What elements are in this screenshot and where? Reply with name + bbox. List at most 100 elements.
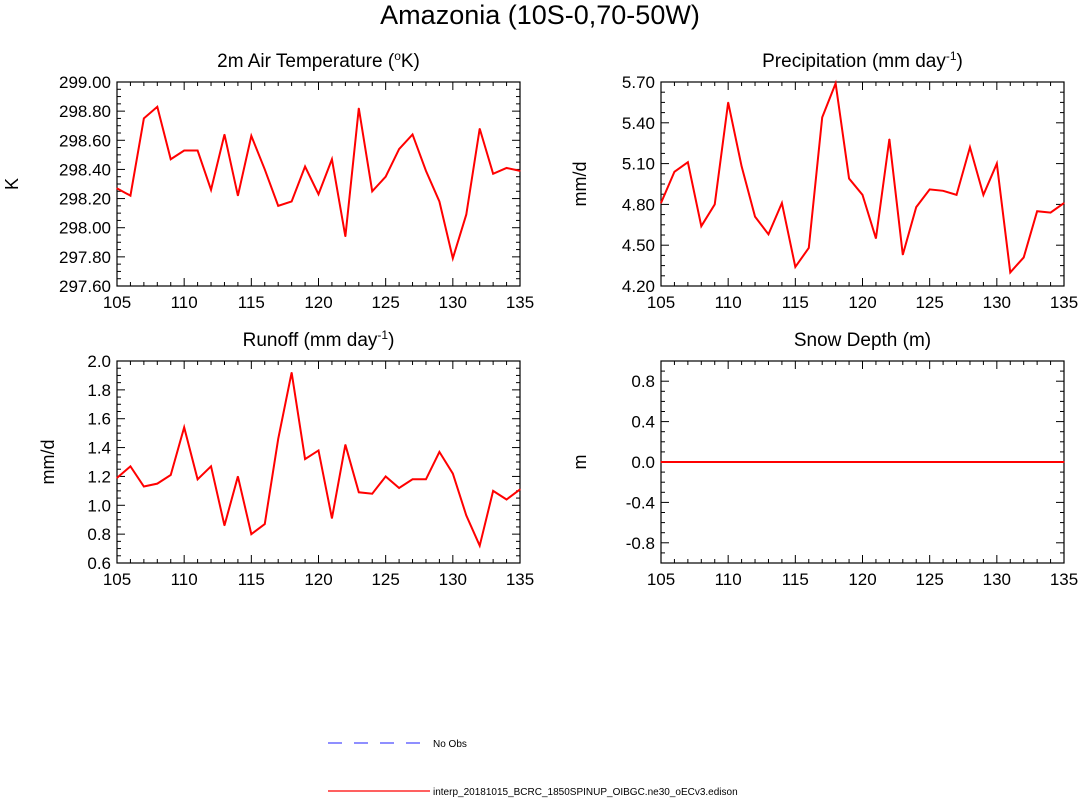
panel-title: 2m Air Temperature (oK) bbox=[217, 49, 420, 72]
data-point bbox=[700, 225, 702, 227]
series-line bbox=[116, 104, 521, 263]
data-point bbox=[714, 461, 716, 463]
data-point bbox=[835, 461, 837, 463]
legend: No Obs interp_20181015_BCRC_1850SPINUP_O… bbox=[328, 739, 738, 798]
data-point bbox=[942, 190, 944, 192]
data-point bbox=[452, 472, 454, 475]
data-point bbox=[411, 478, 414, 480]
data-point bbox=[264, 523, 266, 525]
y-tick-label: 298.60 bbox=[59, 131, 111, 150]
data-point bbox=[969, 146, 971, 148]
data-point bbox=[331, 517, 333, 519]
x-tick-label: 115 bbox=[782, 293, 809, 312]
data-point bbox=[385, 176, 387, 178]
x-tick-label: 125 bbox=[371, 570, 399, 589]
y-tick-label: 5.40 bbox=[622, 114, 655, 133]
data-point bbox=[660, 202, 662, 204]
data-point bbox=[929, 461, 931, 463]
data-point bbox=[727, 461, 729, 463]
data-point bbox=[754, 216, 756, 218]
data-point bbox=[385, 475, 387, 478]
x-tick-label: 115 bbox=[238, 293, 265, 312]
data-point bbox=[700, 461, 702, 463]
data-point bbox=[1009, 461, 1011, 463]
y-tick-label: 298.00 bbox=[59, 219, 111, 238]
plot-frame bbox=[116, 360, 521, 564]
data-point bbox=[673, 461, 676, 463]
data-point bbox=[183, 426, 185, 428]
panel-title: Snow Depth (m) bbox=[794, 330, 931, 351]
data-point bbox=[781, 202, 783, 204]
data-point bbox=[479, 545, 481, 547]
x-tick-label: 130 bbox=[439, 293, 467, 312]
data-point bbox=[358, 107, 360, 109]
x-tick-label: 120 bbox=[848, 293, 876, 312]
data-point bbox=[888, 461, 890, 463]
data-point bbox=[291, 200, 293, 203]
data-point bbox=[250, 135, 252, 137]
data-point bbox=[982, 461, 985, 463]
y-tick-label: 1.2 bbox=[87, 467, 111, 486]
panel-title: Runoff (mm day-1) bbox=[243, 328, 395, 351]
y-tick-label: 0.0 bbox=[631, 453, 655, 472]
series-line bbox=[660, 79, 1065, 275]
x-tick-label: 120 bbox=[848, 570, 876, 589]
y-tick-label: 4.80 bbox=[622, 195, 655, 214]
data-point bbox=[821, 116, 823, 118]
y-tick-label: -0.8 bbox=[626, 534, 655, 553]
data-point bbox=[848, 461, 850, 463]
y-tick-label: 1.4 bbox=[87, 439, 111, 458]
panel-snow-depth: Snow Depth (m) m 105 110 115 120 125 130 135 -0.8… bbox=[570, 330, 1078, 589]
panel-title: Precipitation (mm day-1) bbox=[762, 49, 963, 72]
data-point bbox=[767, 461, 770, 463]
x-tick-label: 120 bbox=[304, 293, 332, 312]
x-tick-label: 125 bbox=[371, 293, 399, 312]
data-point bbox=[794, 266, 796, 268]
data-point bbox=[371, 190, 373, 192]
x-tick-label: 125 bbox=[915, 570, 943, 589]
data-point bbox=[942, 461, 944, 463]
data-point bbox=[197, 149, 199, 152]
data-point bbox=[808, 461, 810, 463]
data-point bbox=[1063, 461, 1065, 463]
data-point bbox=[1036, 461, 1038, 463]
data-point bbox=[519, 170, 521, 172]
data-point bbox=[223, 524, 226, 527]
y-tick-label: 4.50 bbox=[622, 236, 655, 255]
y-axis-label: K bbox=[2, 178, 22, 190]
plot-frame bbox=[660, 81, 1065, 287]
y-tick-label: -0.4 bbox=[626, 493, 655, 512]
data-point bbox=[996, 461, 998, 463]
data-point bbox=[875, 237, 877, 239]
data-point bbox=[317, 449, 320, 452]
y-tick-label: 298.40 bbox=[59, 160, 111, 179]
x-tick-label: 130 bbox=[439, 570, 467, 589]
data-point bbox=[398, 148, 400, 150]
x-tick-label: 120 bbox=[304, 570, 332, 589]
y-tick-label: 2.0 bbox=[87, 352, 111, 371]
y-tick-label: 297.60 bbox=[59, 277, 111, 296]
y-tick-label: 298.20 bbox=[59, 190, 111, 209]
y-tick-label: 5.70 bbox=[622, 73, 655, 92]
data-point bbox=[996, 163, 998, 165]
x-tick-label: 105 bbox=[103, 293, 131, 312]
data-point bbox=[505, 498, 508, 501]
data-point bbox=[861, 461, 864, 463]
x-tick-label: 135 bbox=[1050, 293, 1078, 312]
data-point bbox=[1049, 461, 1052, 463]
y-axis-label: m bbox=[570, 455, 590, 470]
x-tick-label: 135 bbox=[506, 293, 534, 312]
x-tick-label: 130 bbox=[983, 570, 1011, 589]
data-point bbox=[237, 195, 239, 197]
legend-label-model-run: interp_20181015_BCRC_1850SPINUP_OIBGC.ne… bbox=[433, 787, 738, 798]
data-point bbox=[915, 206, 917, 208]
data-point bbox=[875, 461, 877, 463]
data-point bbox=[754, 461, 756, 463]
data-point bbox=[438, 451, 440, 453]
data-point bbox=[210, 189, 212, 191]
x-tick-label: 110 bbox=[171, 570, 198, 589]
data-point bbox=[519, 488, 521, 491]
data-point bbox=[741, 165, 743, 167]
panel-air-temperature: 2m Air Temperature (oK) K 105 110 115 120 125 1… bbox=[2, 49, 534, 312]
